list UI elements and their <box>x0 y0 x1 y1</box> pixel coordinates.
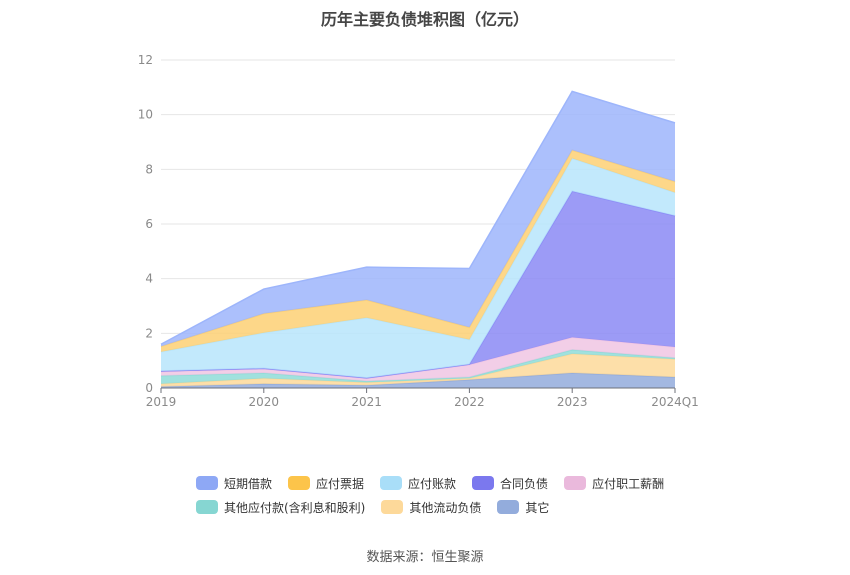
x-tick-label: 2022 <box>454 395 485 409</box>
y-tick-label: 2 <box>145 326 153 340</box>
legend-item[interactable]: 应付职工薪酬 <box>564 475 664 492</box>
x-tick-label: 2023 <box>557 395 588 409</box>
x-tick-label: 2021 <box>351 395 382 409</box>
y-tick-label: 12 <box>138 53 153 67</box>
stacked-area-chart: 0 2 4 6 8 10 12 2019 2020 2021 2022 2023 2024Q1 <box>138 53 699 409</box>
legend-item[interactable]: 应付票据 <box>288 475 364 492</box>
legend-row-2: 其他应付款(含利息和股利) 其他流动负债 其它 <box>196 496 716 518</box>
legend-swatch <box>497 500 520 514</box>
y-tick-label: 10 <box>138 108 153 122</box>
legend-label: 合同负债 <box>500 476 549 491</box>
y-tick-label: 0 <box>145 381 153 395</box>
data-source-note: 数据来源：恒生聚源 <box>366 550 484 565</box>
legend-label: 应付职工薪酬 <box>592 476 665 491</box>
line-series-7 <box>160 90 676 345</box>
legend-swatch <box>288 476 311 490</box>
area-series-6 <box>161 150 675 352</box>
legend-item[interactable]: 应付账款 <box>380 475 456 492</box>
legend-label: 其他应付款(含利息和股利) <box>224 500 366 515</box>
x-tick-label: 2024Q1 <box>651 395 699 409</box>
y-tick-label: 8 <box>145 162 153 176</box>
legend-label: 短期借款 <box>224 476 273 491</box>
legend-swatch <box>380 476 403 490</box>
legend-item[interactable]: 其他应付款(含利息和股利) <box>196 499 365 516</box>
area-series-4 <box>161 191 675 379</box>
legend-label: 其他流动负债 <box>409 500 482 515</box>
area-series-3 <box>161 337 675 382</box>
legend-swatch <box>564 476 587 490</box>
legend-swatch <box>196 500 218 514</box>
legend-swatch <box>472 476 495 490</box>
legend-item[interactable]: 合同负债 <box>472 475 548 492</box>
chart-title: 历年主要负债堆积图（亿元） <box>320 10 529 29</box>
legend-swatch <box>196 476 218 490</box>
legend-swatch <box>381 500 404 514</box>
chart-legend: 短期借款 应付票据 应付账款 合同负债 应付职工薪酬 其他应付款(含利息和股利) 其他流动… <box>196 472 716 520</box>
area-series-7 <box>161 91 675 347</box>
area-series-5 <box>161 158 675 378</box>
y-tick-label: 6 <box>145 217 153 231</box>
y-tick-label: 4 <box>145 272 153 286</box>
legend-label: 应付票据 <box>316 476 365 491</box>
x-tick-label: 2019 <box>146 395 177 409</box>
legend-item[interactable]: 短期借款 <box>196 475 272 492</box>
legend-row-1: 短期借款 应付票据 应付账款 合同负债 应付职工薪酬 <box>196 472 716 494</box>
legend-label: 其它 <box>525 500 550 515</box>
legend-item[interactable]: 其它 <box>497 499 549 516</box>
area-series-1 <box>161 353 675 387</box>
legend-label: 应付账款 <box>408 476 457 491</box>
legend-item[interactable]: 其他流动负债 <box>381 499 481 516</box>
x-tick-label: 2020 <box>249 395 280 409</box>
